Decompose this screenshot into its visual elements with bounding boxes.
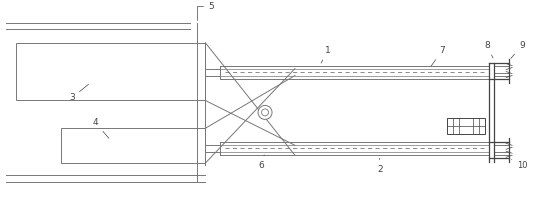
Text: 8: 8	[484, 41, 493, 58]
Text: 4: 4	[93, 118, 109, 138]
Circle shape	[258, 105, 272, 119]
Bar	[16, 43, 205, 100]
Text: 7: 7	[431, 46, 445, 66]
Text: 3: 3	[69, 84, 89, 102]
Bar	[61, 128, 205, 163]
Text: 1: 1	[321, 46, 331, 63]
Text: 9: 9	[511, 41, 525, 59]
Text: 2: 2	[377, 158, 384, 174]
Text: 5: 5	[198, 2, 214, 20]
Text: 6: 6	[258, 155, 264, 170]
Bar	[447, 118, 485, 134]
Text: 10: 10	[512, 160, 528, 170]
Circle shape	[261, 109, 269, 116]
